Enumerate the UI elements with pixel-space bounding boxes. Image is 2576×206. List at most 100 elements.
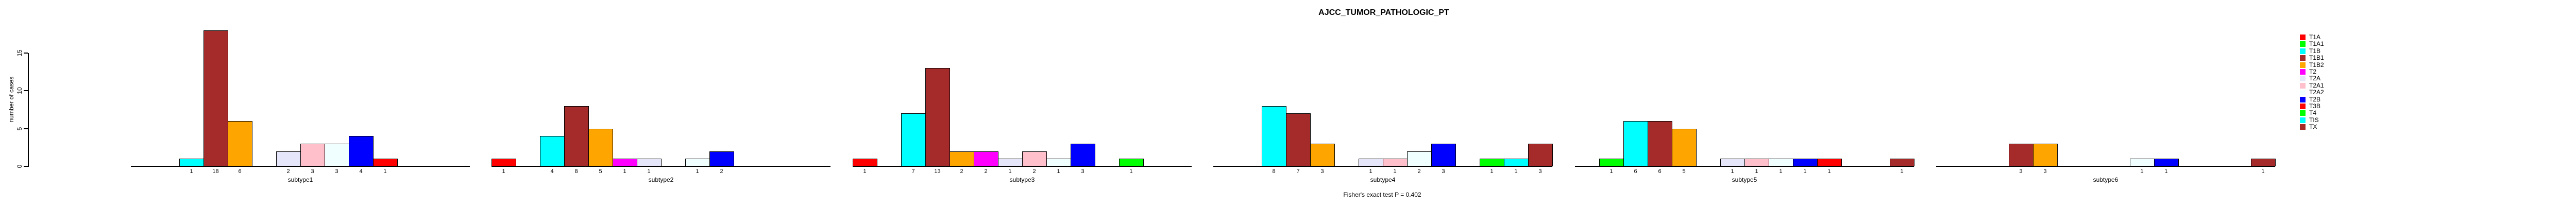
legend-label-T4: T4 bbox=[2309, 109, 2317, 117]
bar-value-label: 2 bbox=[286, 168, 290, 175]
bar-value-label: 1 bbox=[1129, 168, 1133, 175]
y-axis-title: number of cases bbox=[8, 76, 15, 123]
legend-swatch-T2 bbox=[2300, 69, 2306, 75]
bar-subtype6-T2B bbox=[2154, 159, 2179, 166]
bar-value-label: 3 bbox=[335, 168, 338, 175]
bar-value-label: 3 bbox=[1538, 168, 1542, 175]
y-axis-tick bbox=[24, 90, 28, 92]
legend-entry-T4: T4 bbox=[2300, 110, 2316, 116]
bar-subtype2-T2A bbox=[637, 159, 662, 166]
bar-value-label: 1 bbox=[647, 168, 651, 175]
group-baseline bbox=[853, 166, 1192, 167]
bar-value-label: 2 bbox=[720, 168, 723, 175]
bar-value-label: 1 bbox=[2140, 168, 2144, 175]
bar-subtype3-T1B2 bbox=[950, 151, 974, 166]
legend-swatch-T1B2 bbox=[2300, 62, 2306, 68]
bar-value-label: 6 bbox=[1634, 168, 1637, 175]
bar-value-label: 1 bbox=[1755, 168, 1758, 175]
bar-value-label: 2 bbox=[1032, 168, 1036, 175]
bar-subtype2-T2A2 bbox=[685, 159, 710, 166]
bar-subtype2-T1A bbox=[492, 159, 516, 166]
bar-value-label: 5 bbox=[599, 168, 602, 175]
legend-entry-T1A: T1A bbox=[2300, 34, 2320, 41]
group-baseline bbox=[1575, 166, 1914, 167]
bar-subtype1-T2B bbox=[349, 136, 374, 166]
bar-value-label: 18 bbox=[212, 168, 219, 175]
bar-value-label: 1 bbox=[1057, 168, 1060, 175]
bar-value-label: 2 bbox=[960, 168, 963, 175]
bar-subtype5-T1B2 bbox=[1672, 129, 1697, 166]
legend-entry-T1B: T1B bbox=[2300, 47, 2321, 55]
bar-value-label: 4 bbox=[359, 168, 363, 175]
y-axis-line bbox=[28, 53, 29, 167]
bar-subtype3-T2A1 bbox=[1022, 151, 1047, 166]
bar-value-label: 1 bbox=[1490, 168, 1494, 175]
legend-swatch-T1B1 bbox=[2300, 55, 2306, 61]
bar-subtype6-T1B1 bbox=[2009, 144, 2033, 166]
bar-subtype4-TX bbox=[1528, 144, 1553, 166]
bar-value-label: 4 bbox=[550, 168, 554, 175]
bar-subtype4-T1B bbox=[1262, 106, 1286, 166]
legend-entry-TIS: TIS bbox=[2300, 116, 2319, 124]
bar-subtype5-T1B bbox=[1623, 121, 1648, 166]
legend-label-T3B: T3B bbox=[2309, 102, 2321, 110]
bar-value-label: 8 bbox=[1272, 168, 1276, 175]
legend-label-T2A: T2A bbox=[2309, 75, 2321, 82]
bar-subtype3-T1B bbox=[901, 113, 926, 166]
bar-subtype2-T2 bbox=[613, 159, 637, 166]
bar-value-label: 1 bbox=[502, 168, 505, 175]
legend-entry-T3B: T3B bbox=[2300, 103, 2320, 110]
bar-value-label: 1 bbox=[1609, 168, 1613, 175]
legend-swatch-T2A1 bbox=[2300, 82, 2306, 89]
legend-entry-T1A1: T1A1 bbox=[2300, 41, 2324, 47]
bar-value-label: 1 bbox=[383, 168, 387, 175]
legend-label-T1A1: T1A1 bbox=[2309, 40, 2324, 48]
bar-value-label: 3 bbox=[2043, 168, 2047, 175]
bar-subtype5-T1B1 bbox=[1648, 121, 1672, 166]
legend-label-T2A2: T2A2 bbox=[2309, 89, 2324, 96]
legend-swatch-T2B bbox=[2300, 96, 2306, 102]
bar-subtype1-T3B bbox=[373, 159, 398, 166]
group-label-subtype2: subtype2 bbox=[648, 176, 674, 183]
bar-value-label: 3 bbox=[1442, 168, 1445, 175]
bar-subtype3-T4 bbox=[1119, 159, 1144, 166]
bar-value-label: 6 bbox=[1658, 168, 1662, 175]
bar-value-label: 1 bbox=[1900, 168, 1904, 175]
legend-entry-T1B2: T1B2 bbox=[2300, 61, 2324, 68]
legend-swatch-T3B bbox=[2300, 104, 2306, 109]
bar-subtype3-T2A bbox=[998, 159, 1023, 166]
bar-subtype6-TX bbox=[2251, 159, 2276, 166]
legend-swatch-TX bbox=[2300, 124, 2306, 130]
bar-subtype2-T2B bbox=[709, 151, 734, 166]
bar-value-label: 2 bbox=[984, 168, 988, 175]
bar-subtype2-T1B2 bbox=[588, 129, 613, 166]
bar-value-label: 3 bbox=[1320, 168, 1324, 175]
legend-entry-TX: TX bbox=[2300, 124, 2317, 130]
bar-subtype3-T2A2 bbox=[1046, 159, 1071, 166]
group-label-subtype1: subtype1 bbox=[287, 176, 313, 183]
bar-subtype5-T2A1 bbox=[1744, 159, 1769, 166]
bar-subtype3-T1B1 bbox=[925, 68, 950, 166]
legend-label-T1B1: T1B1 bbox=[2309, 54, 2324, 62]
group-baseline bbox=[1936, 166, 2275, 167]
bar-value-label: 1 bbox=[623, 168, 626, 175]
bar-subtype4-T1B1 bbox=[1286, 113, 1311, 166]
legend-swatch-T1A1 bbox=[2300, 41, 2306, 47]
bar-subtype4-T2A2 bbox=[1407, 151, 1432, 166]
bar-value-label: 7 bbox=[911, 168, 915, 175]
bar-subtype5-T3B bbox=[1817, 159, 1842, 166]
bar-subtype3-T1A bbox=[853, 159, 877, 166]
bar-subtype5-T2A2 bbox=[1769, 159, 1793, 166]
fisher-test-annotation: Fisher's exact test P = 0.402 bbox=[1343, 191, 1421, 198]
bar-value-label: 1 bbox=[1803, 168, 1807, 175]
bar-value-label: 1 bbox=[1731, 168, 1734, 175]
bar-value-label: 1 bbox=[1393, 168, 1397, 175]
legend-label-T1B: T1B bbox=[2309, 47, 2321, 55]
bar-subtype4-T1B2 bbox=[1310, 144, 1335, 166]
bar-value-label: 1 bbox=[1008, 168, 1012, 175]
legend-label-T2A1: T2A1 bbox=[2309, 81, 2324, 89]
bar-subtype1-T1B bbox=[179, 159, 204, 166]
group-baseline bbox=[1213, 166, 1552, 167]
y-axis-tick-label: 15 bbox=[16, 49, 23, 57]
